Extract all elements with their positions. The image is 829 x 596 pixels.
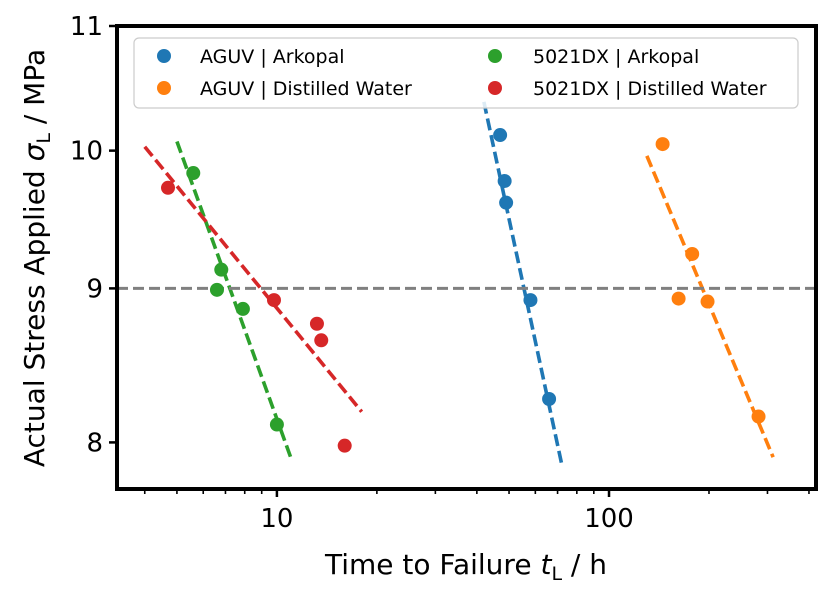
legend-box [133,37,799,109]
point-5021dx-arkopal [209,282,224,297]
x-axis-label-sub: L [551,563,562,585]
point-5021dx-distilled-water [309,316,324,331]
point-5021dx-distilled-water [337,438,352,453]
y-tick-label: 11 [70,12,103,42]
x-tick-label: 100 [584,504,634,534]
point-aguv-distilled-water [700,294,715,309]
y-tick-label: 8 [86,428,103,458]
fit-line-aguv-arkopal [482,101,564,465]
fit-line-5021dx-distilled-water [143,145,364,413]
legend: AGUV | Arkopal AGUV | Distilled Water 50… [133,37,799,109]
y-ticks: 8 9 10 11 [70,12,117,458]
legend-marker-aguv-distilled-water [157,81,171,95]
data-points [161,128,766,453]
x-tick-label: 10 [260,504,293,534]
point-5021dx-arkopal [214,262,229,277]
legend-label-5021dx-arkopal: 5021DX | Arkopal [533,46,699,68]
legend-label-aguv-distilled-water: AGUV | Distilled Water [200,78,412,100]
point-aguv-arkopal [523,293,538,308]
point-5021dx-distilled-water [266,293,281,308]
y-axis-label-tail: / MPa [18,49,51,133]
point-aguv-distilled-water [671,291,686,306]
x-axis-label-tail: / h [562,548,607,581]
point-5021dx-distilled-water [161,180,176,195]
y-axis-label-symbol: σ [18,142,51,161]
legend-label-aguv-arkopal: AGUV | Arkopal [200,46,345,68]
fit-lines [143,101,775,465]
point-aguv-arkopal [499,195,514,210]
y-axis-label-main: Actual Stress Applied [18,161,51,467]
point-aguv-arkopal [542,392,557,407]
fit-line-5021dx-arkopal [175,140,293,458]
legend-marker-aguv-arkopal [157,49,171,63]
plot-frame [115,24,818,491]
y-tick-label: 9 [86,274,103,304]
point-aguv-distilled-water [751,409,766,424]
x-ticks: 10 100 [143,489,810,534]
legend-label-5021dx-distilled-water: 5021DX | Distilled Water [533,78,767,100]
legend-marker-5021dx-arkopal [488,49,502,63]
y-axis-label-sub: L [33,133,55,144]
point-aguv-arkopal [493,128,508,143]
point-5021dx-arkopal [235,301,250,316]
point-aguv-distilled-water [655,137,670,152]
point-5021dx-arkopal [186,166,201,181]
point-aguv-arkopal [497,174,512,189]
point-aguv-distilled-water [685,246,700,261]
point-5021dx-distilled-water [314,333,329,348]
x-axis-label-symbol: t [540,548,552,581]
legend-marker-5021dx-distilled-water [488,81,502,95]
y-axis-label: Actual Stress Applied σL / MPa [18,49,55,467]
x-axis-label: Time to Failure tL / h [324,548,607,585]
point-5021dx-arkopal [269,417,284,432]
y-tick-label: 10 [70,137,103,167]
x-axis-label-main: Time to Failure [324,548,540,581]
